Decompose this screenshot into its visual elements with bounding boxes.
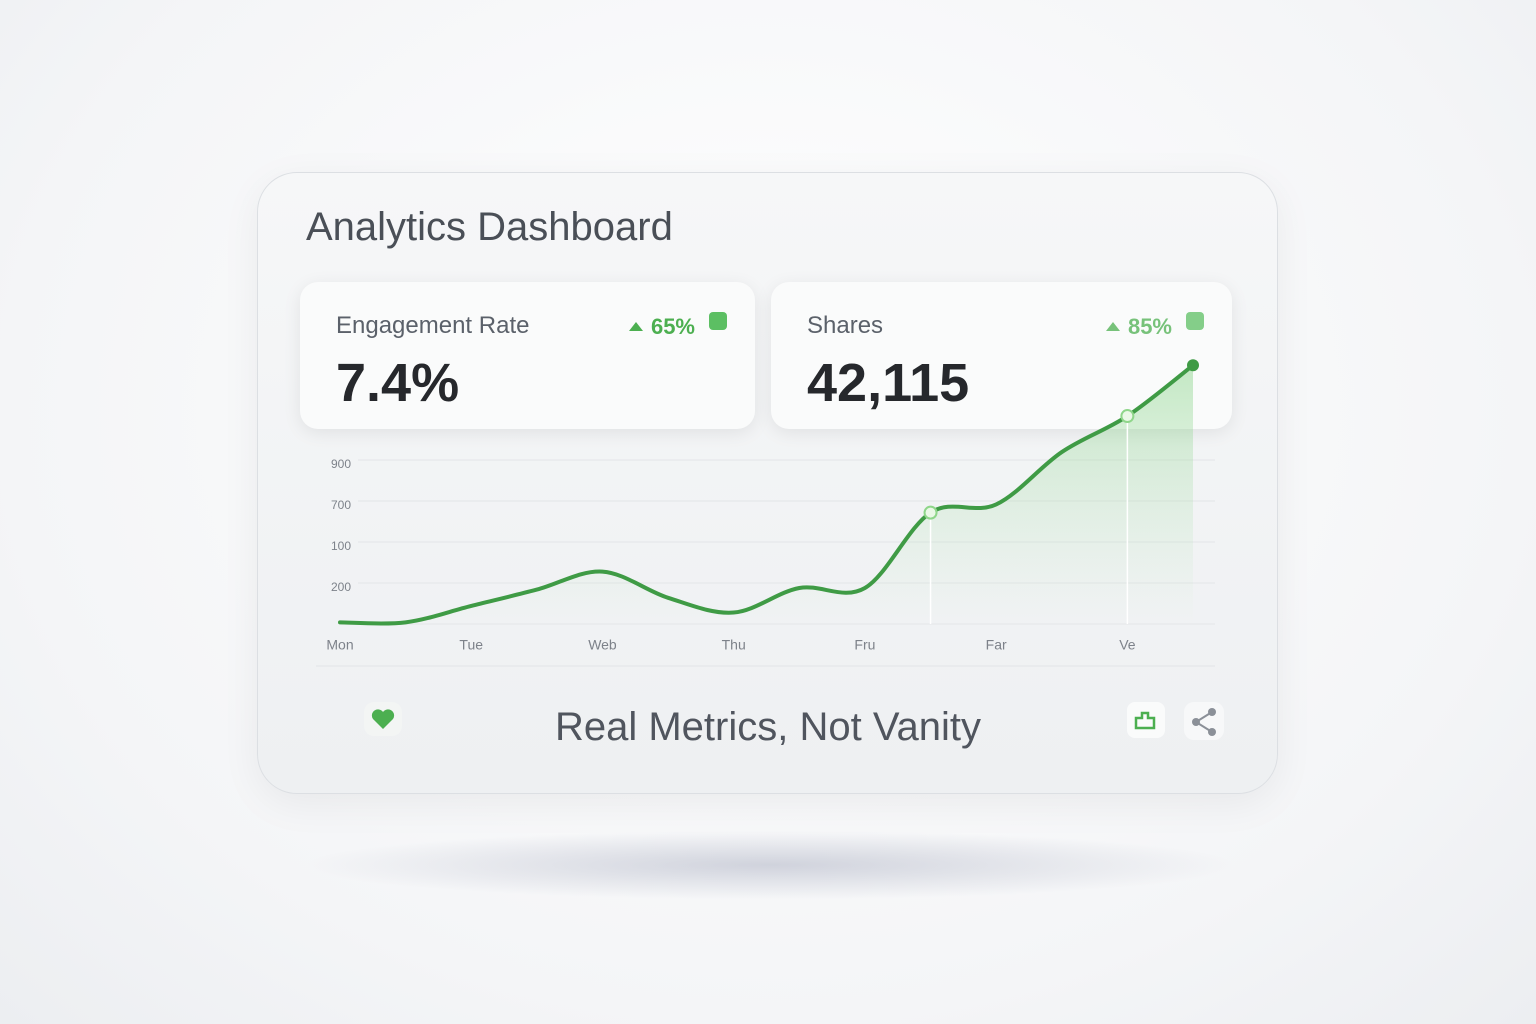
x-tick-label: Far: [986, 637, 1007, 653]
point: [1187, 359, 1199, 372]
metric-change: 85%: [1106, 314, 1172, 340]
point: [1120, 409, 1135, 424]
x-tick-label: Mon: [326, 637, 353, 653]
y-tick-label: 100: [331, 539, 351, 553]
title: Analytics Dashboard: [306, 205, 673, 249]
metric-change: 65%: [629, 314, 695, 340]
metric-label: Shares: [807, 312, 884, 339]
shadow: [300, 830, 1240, 900]
stats-icon[interactable]: [1127, 702, 1165, 738]
metric-value: 42,115: [807, 353, 970, 413]
y-tick-label: 200: [331, 580, 351, 594]
area: [340, 365, 1193, 624]
heart-icon[interactable]: [364, 702, 402, 736]
share-icon[interactable]: [1184, 702, 1224, 740]
x-tick-label: Web: [588, 637, 617, 653]
tagline: Real Metrics, Not Vanity: [554, 705, 982, 749]
metric-value: 7.4%: [336, 353, 460, 413]
point: [923, 505, 938, 520]
x-tick-label: Ve: [1119, 637, 1136, 653]
check-icon[interactable]: [1186, 312, 1204, 330]
x-tick-label: Tue: [459, 637, 483, 653]
line: [338, 363, 1195, 626]
metric-card: Engagement Rate 7.4% 65%: [300, 282, 755, 429]
check-icon[interactable]: [709, 312, 727, 330]
y-tick-label: 700: [331, 498, 351, 512]
x-tick-label: Fru: [854, 637, 875, 653]
metric-label: Engagement Rate: [336, 312, 530, 339]
y-tick-label: 900: [331, 457, 351, 471]
x-tick-label: Thu: [722, 637, 746, 653]
